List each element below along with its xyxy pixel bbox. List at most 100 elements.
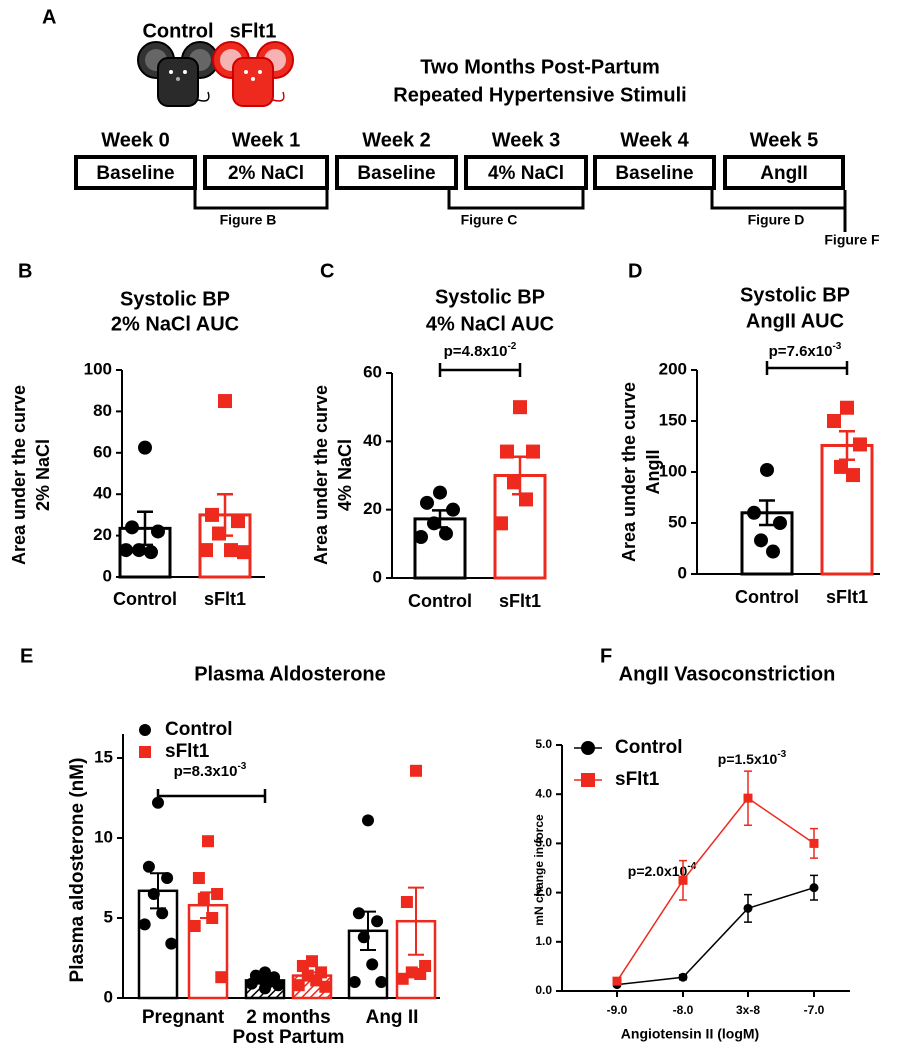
annotation-text: p=2.0x10 xyxy=(628,863,688,879)
data-point xyxy=(139,746,151,758)
y-axis-label: mN change in force xyxy=(532,814,546,926)
data-point xyxy=(414,530,428,544)
stimulus-label: Baseline xyxy=(357,163,435,184)
data-point xyxy=(144,545,158,560)
stimulus-box xyxy=(203,155,329,190)
error-bar xyxy=(759,499,775,527)
y-axis-label: 4% NaCl xyxy=(335,439,355,511)
x-tick-label: Post Partum xyxy=(233,1027,345,1048)
x-tick-label: 2 months xyxy=(246,1007,330,1028)
annotation-text: p=8.3x10 xyxy=(174,763,238,780)
data-point xyxy=(205,507,219,522)
annotation: p=7.6x10-3 xyxy=(769,341,842,360)
data-point xyxy=(202,835,214,848)
annotation-exponent: -3 xyxy=(237,761,246,772)
panel-letter: A xyxy=(42,6,56,28)
y-tick-label: 0 xyxy=(103,566,112,585)
y-tick-label: 40 xyxy=(363,431,382,450)
data-point xyxy=(125,520,139,535)
y-tick-label: 1.0 xyxy=(535,934,552,948)
y-tick-label: 4.0 xyxy=(535,786,552,800)
data-point xyxy=(206,912,219,924)
data-point xyxy=(410,764,422,777)
data-point xyxy=(138,918,151,931)
stimulus-box xyxy=(593,155,716,190)
data-point xyxy=(147,888,160,900)
y-axis-label: Area under the curve xyxy=(619,382,639,562)
annotation-exponent: -2 xyxy=(507,341,516,352)
stimulus-box xyxy=(464,155,588,190)
data-point xyxy=(142,860,155,873)
bracket xyxy=(710,190,847,210)
bar xyxy=(413,517,467,580)
bracket-label: Figure B xyxy=(220,212,277,228)
y-tick-label: 20 xyxy=(93,525,112,544)
week-label: Week 2 xyxy=(362,129,431,151)
significance-bracket xyxy=(765,361,849,375)
data-point xyxy=(827,414,841,428)
data-point xyxy=(743,793,753,803)
y-tick-label: 15 xyxy=(94,747,113,766)
annotation-text: p=4.8x10 xyxy=(444,343,508,360)
y-tick-label: 10 xyxy=(94,827,113,846)
x-tick-label: Pregnant xyxy=(142,1007,225,1028)
chart-subtitle: 4% NaCl AUC xyxy=(426,313,554,335)
week-label: Week 5 xyxy=(750,129,819,151)
data-point xyxy=(211,888,224,900)
stimulus-label: AngII xyxy=(760,163,808,184)
data-point xyxy=(192,872,205,884)
data-point xyxy=(375,976,388,988)
data-point xyxy=(446,502,460,517)
data-point xyxy=(215,971,228,984)
data-point xyxy=(519,492,533,507)
bracket xyxy=(193,190,329,210)
x-tick-label: sFlt1 xyxy=(826,587,868,607)
y-tick-label: 40 xyxy=(93,484,112,503)
error-bar xyxy=(839,429,855,462)
chart-title: AngII Vasoconstriction xyxy=(619,663,836,685)
y-tick-label: 5.0 xyxy=(535,737,552,751)
data-point xyxy=(306,955,318,968)
annotation-text: p=1.5x10 xyxy=(718,751,778,767)
data-point xyxy=(400,896,413,908)
annotation-exponent: -3 xyxy=(777,749,786,760)
chart-title: Systolic BP xyxy=(435,286,545,308)
data-point xyxy=(292,979,305,992)
data-point xyxy=(773,516,787,530)
data-point xyxy=(433,485,447,500)
data-point xyxy=(747,505,761,520)
legend-label: Control xyxy=(615,737,683,758)
legend-label: sFlt1 xyxy=(165,741,210,762)
panel-letter: D xyxy=(628,260,642,282)
y-axis-label: AngII xyxy=(643,450,663,495)
data-point xyxy=(272,979,285,992)
error-bar xyxy=(408,886,424,956)
legend-label: Control xyxy=(165,719,233,740)
panel-letter: C xyxy=(320,260,334,282)
stimulus-label: Baseline xyxy=(96,163,174,184)
data-point xyxy=(581,773,595,787)
y-tick-label: 150 xyxy=(659,410,687,429)
data-point xyxy=(161,872,174,884)
mouse-icon xyxy=(137,41,219,107)
y-tick-label: 80 xyxy=(93,401,112,420)
y-tick-label: 100 xyxy=(659,461,687,480)
y-axis-label: Area under the curve xyxy=(9,385,29,565)
data-point xyxy=(414,968,427,980)
data-point xyxy=(766,544,780,559)
legend-label: sFlt1 xyxy=(615,769,660,790)
chart-subtitle: 2% NaCl AUC xyxy=(111,313,239,335)
data-point xyxy=(319,980,332,993)
data-point xyxy=(156,907,169,920)
data-point xyxy=(754,533,768,548)
x-tick-label: Control xyxy=(735,587,799,607)
annotation: p=2.0x10-4 xyxy=(628,861,697,879)
data-point xyxy=(152,796,164,809)
timeline-title: Repeated Hypertensive Stimuli xyxy=(393,84,686,106)
data-point xyxy=(165,937,178,950)
mouse-label: sFlt1 xyxy=(230,20,277,42)
stimulus-box xyxy=(335,155,458,190)
y-tick-label: 2.0 xyxy=(535,885,552,899)
data-point xyxy=(840,400,854,415)
